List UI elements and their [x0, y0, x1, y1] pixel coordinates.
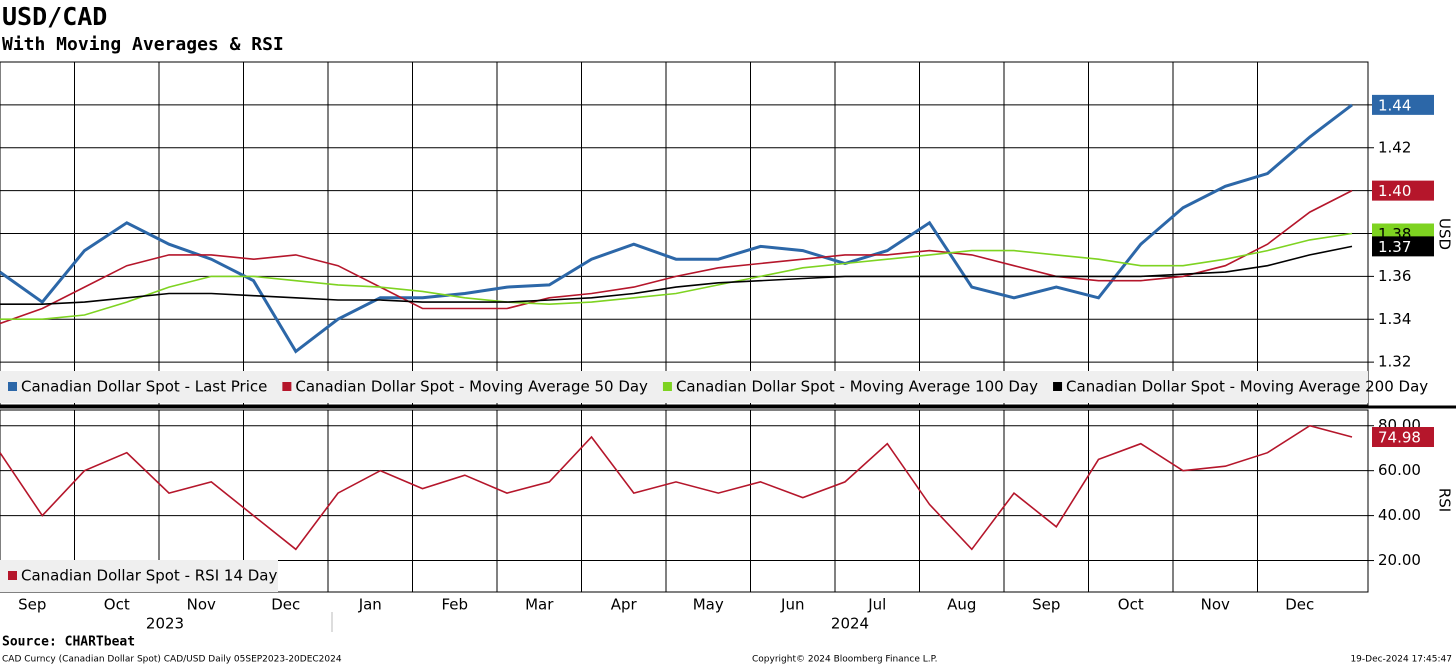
- x-tick-label: Nov: [187, 596, 216, 614]
- last-value-box: [1372, 427, 1434, 448]
- y-tick-label: 20.00: [1378, 551, 1421, 569]
- chart-subtitle: With Moving Averages & RSI: [2, 34, 284, 55]
- timestamp: 19-Dec-2024 17:45:47: [1350, 655, 1452, 665]
- x-tick-label: Mar: [525, 596, 554, 614]
- x-tick-label: Dec: [271, 596, 300, 614]
- y-axis-label: RSI: [1436, 488, 1454, 512]
- legend-swatch: [8, 571, 17, 580]
- x-tick-label: Feb: [441, 596, 468, 614]
- y-axis-label: USD: [1436, 218, 1454, 250]
- legend-label: Canadian Dollar Spot - RSI 14 Day: [21, 567, 277, 585]
- last-value-label: 74.98: [1378, 429, 1421, 447]
- legend-label: Canadian Dollar Spot - Moving Average 20…: [1066, 378, 1428, 396]
- chart-title: USD/CAD: [2, 2, 107, 31]
- x-tick-label: Oct: [104, 596, 130, 614]
- series-line: [0, 232, 1353, 321]
- y-tick-label: 1.36: [1378, 267, 1411, 285]
- description: CAD Curncy (Canadian Dollar Spot) CAD/US…: [2, 655, 342, 665]
- copyright: Copyright© 2024 Bloomberg Finance L.P.: [752, 655, 937, 665]
- legend-swatch: [282, 382, 292, 391]
- x-tick-label: Jan: [358, 596, 382, 614]
- source: Source: CHARTbeat: [2, 635, 135, 650]
- x-tick-label: Oct: [1118, 596, 1144, 614]
- x-tick-label: May: [693, 596, 724, 614]
- last-value-box: [1372, 94, 1434, 115]
- x-tick-label: Sep: [1032, 596, 1060, 614]
- x-tick-label: Aug: [947, 596, 976, 614]
- year-label: 2023: [146, 615, 184, 633]
- x-tick-label: Nov: [1201, 596, 1230, 614]
- y-tick-label: 1.34: [1378, 310, 1411, 328]
- y-tick-label: 40.00: [1378, 506, 1421, 524]
- last-value-label: 1.40: [1378, 182, 1411, 200]
- x-tick-label: Jun: [780, 596, 804, 614]
- series-line: [0, 103, 1353, 354]
- y-tick-label: 1.42: [1378, 138, 1411, 156]
- legend-swatch: [8, 382, 17, 391]
- x-tick-label: Jul: [867, 596, 886, 614]
- y-tick-label: 60.00: [1378, 461, 1421, 479]
- x-tick-label: Sep: [18, 596, 46, 614]
- last-value-box: [1372, 236, 1434, 257]
- legend-label: Canadian Dollar Spot - Last Price: [21, 378, 267, 396]
- series-line: [0, 245, 1353, 306]
- x-tick-label: Apr: [611, 596, 638, 614]
- legend-swatch: [662, 382, 672, 391]
- legend-swatch: [1053, 382, 1063, 391]
- last-value-label: 1.37: [1378, 238, 1411, 256]
- x-tick-label: Dec: [1285, 596, 1314, 614]
- year-label: 2024: [831, 615, 869, 633]
- series-line: [0, 424, 1353, 551]
- legend-background: [0, 371, 1368, 403]
- legend-label: Canadian Dollar Spot - Moving Average 50…: [295, 378, 648, 396]
- legend-label: Canadian Dollar Spot - Moving Average 10…: [676, 378, 1038, 396]
- series-line: [0, 189, 1353, 325]
- last-value-box: [1372, 180, 1434, 201]
- last-value-label: 1.44: [1378, 96, 1411, 114]
- legend-background: [0, 560, 278, 592]
- y-tick-label: 1.32: [1378, 353, 1411, 371]
